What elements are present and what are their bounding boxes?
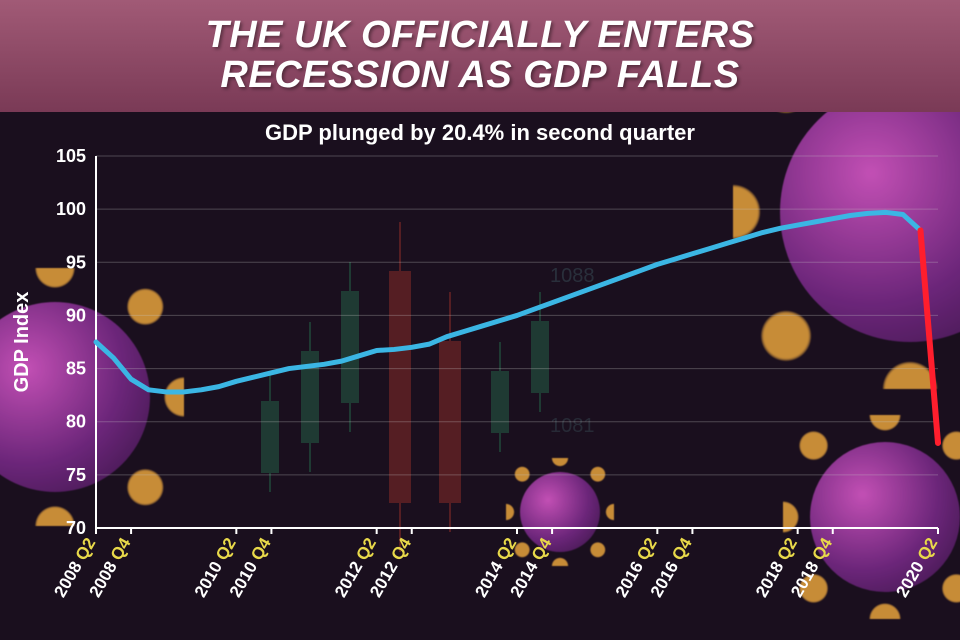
title-line-1: THE UK OFFICIALLY ENTERS xyxy=(206,14,755,56)
svg-text:2020 Q2: 2020 Q2 xyxy=(892,535,941,601)
title-line-2: RECESSION AS GDP FALLS xyxy=(220,54,739,96)
svg-text:GDP Index: GDP Index xyxy=(11,292,33,393)
svg-text:85: 85 xyxy=(66,359,86,379)
header: THE UK OFFICIALLY ENTERS RECESSION AS GD… xyxy=(0,0,960,112)
svg-text:80: 80 xyxy=(66,412,86,432)
line-chart: 707580859095100105GDP Index2008 Q22008 Q… xyxy=(0,112,960,640)
svg-text:100: 100 xyxy=(56,199,86,219)
header-title: THE UK OFFICIALLY ENTERS RECESSION AS GD… xyxy=(206,16,755,96)
infographic-frame: THE UK OFFICIALLY ENTERS RECESSION AS GD… xyxy=(0,0,960,640)
svg-text:75: 75 xyxy=(66,465,86,485)
chart-area: 1088 1081 GDP plunged by 20.4% in second… xyxy=(0,112,960,640)
svg-text:95: 95 xyxy=(66,252,86,272)
svg-text:90: 90 xyxy=(66,305,86,325)
svg-text:105: 105 xyxy=(56,146,86,166)
